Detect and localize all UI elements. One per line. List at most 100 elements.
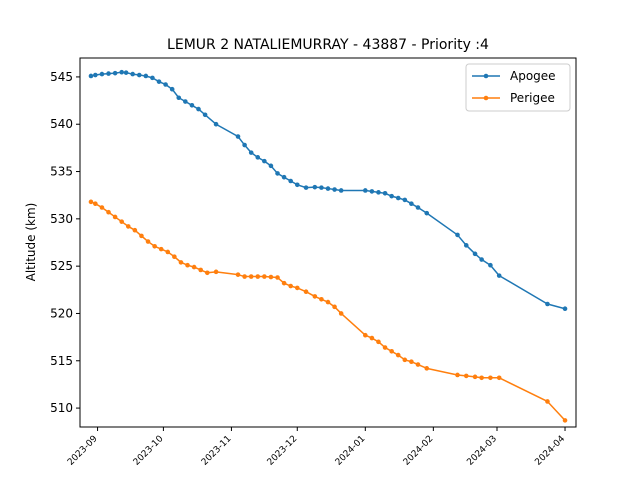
data-point-apogee <box>123 70 129 75</box>
data-point-apogee <box>176 95 182 101</box>
data-point-apogee <box>183 99 188 104</box>
data-point-apogee <box>156 79 162 84</box>
data-point-perigee <box>303 289 309 295</box>
data-point-apogee <box>288 178 293 184</box>
data-point-apogee <box>99 71 105 77</box>
data-point-apogee <box>213 121 219 127</box>
data-point-apogee <box>472 251 478 257</box>
y-axis-label: Altitude (km) <box>24 203 38 282</box>
data-point-perigee <box>268 274 274 280</box>
y-axis: 510 515 520 525 530 535 540 545 <box>50 70 80 415</box>
data-point-perigee <box>152 243 157 249</box>
data-point-perigee <box>132 227 138 233</box>
data-point-apogee <box>255 155 261 160</box>
data-point-perigee <box>139 233 144 239</box>
data-point-apogee <box>479 257 484 262</box>
data-point-perigee <box>99 205 105 210</box>
data-point-perigee <box>455 372 460 378</box>
data-point-apogee <box>281 174 287 180</box>
data-point-perigee <box>415 362 421 367</box>
data-point-apogee <box>455 232 460 238</box>
data-point-apogee <box>415 205 421 210</box>
data-point-apogee <box>150 75 155 81</box>
data-point-apogee <box>196 106 201 112</box>
data-point-perigee <box>294 285 300 291</box>
data-point-apogee <box>312 184 318 190</box>
data-point-apogee <box>389 193 394 199</box>
data-point-apogee <box>130 71 135 77</box>
legend-marker-apogee <box>483 73 489 79</box>
data-point-perigee <box>93 201 98 207</box>
data-point-apogee <box>106 71 111 76</box>
data-point-apogee <box>319 185 324 190</box>
data-point-apogee <box>402 197 408 203</box>
data-point-apogee <box>202 112 208 118</box>
data-point-perigee <box>235 272 241 277</box>
data-point-perigee <box>463 373 469 379</box>
data-point-apogee <box>248 150 254 155</box>
data-point-apogee <box>463 243 469 248</box>
legend-label-apogee: Apogee <box>510 69 556 83</box>
data-point-perigee <box>545 399 550 404</box>
data-point-perigee <box>158 246 164 252</box>
data-point-perigee <box>376 339 381 345</box>
data-point-apogee <box>325 186 331 191</box>
y-tick-label: 525 <box>50 259 73 273</box>
plot-frame <box>79 57 577 428</box>
data-point-perigee <box>382 345 388 350</box>
data-point-apogee <box>143 73 149 79</box>
data-point-apogee <box>338 188 344 193</box>
y-tick-label: 535 <box>50 165 73 179</box>
data-point-apogee <box>562 306 568 312</box>
data-point-apogee <box>376 190 381 195</box>
data-point-perigee <box>363 332 368 338</box>
data-point-perigee <box>409 359 414 365</box>
data-point-perigee <box>479 375 484 381</box>
data-point-perigee <box>248 274 254 279</box>
legend: Apogee Perigee <box>465 63 571 112</box>
data-point-perigee <box>204 270 210 276</box>
data-point-perigee <box>88 199 94 205</box>
data-point-perigee <box>338 311 344 316</box>
data-point-perigee <box>395 352 401 358</box>
data-point-apogee <box>163 82 168 87</box>
data-point-perigee <box>389 349 394 354</box>
data-point-apogee <box>189 103 195 108</box>
y-tick-label: 530 <box>50 212 73 226</box>
data-point-apogee <box>235 134 241 139</box>
data-point-perigee <box>185 262 190 268</box>
data-point-perigee <box>125 224 131 229</box>
data-point-apogee <box>363 188 368 193</box>
data-point-apogee <box>332 187 337 192</box>
data-point-perigee <box>312 294 318 299</box>
data-point-apogee <box>496 273 502 278</box>
data-point-apogee <box>395 195 401 201</box>
legend-label-perigee: Perigee <box>510 91 555 105</box>
data-point-apogee <box>424 210 430 216</box>
data-point-apogee <box>382 191 388 196</box>
data-point-perigee <box>255 274 261 279</box>
data-point-perigee <box>262 274 267 279</box>
data-point-apogee <box>119 69 124 75</box>
data-point-apogee <box>275 171 280 176</box>
data-point-perigee <box>191 264 197 270</box>
y-tick-label: 510 <box>50 401 73 415</box>
data-point-perigee <box>319 296 324 302</box>
data-point-perigee <box>332 304 337 310</box>
data-point-apogee <box>136 72 142 78</box>
data-point-perigee <box>488 375 493 381</box>
chart-title: LEMUR 2 NATALIEMURRAY - 43887 - Priority… <box>167 37 489 53</box>
data-point-perigee <box>496 375 502 381</box>
data-point-apogee <box>112 70 118 76</box>
data-point-perigee <box>281 280 287 286</box>
data-point-perigee <box>325 299 331 305</box>
data-point-perigee <box>178 260 184 265</box>
data-point-perigee <box>369 335 375 341</box>
y-tick-label: 520 <box>50 306 73 320</box>
y-tick-label: 545 <box>50 70 73 84</box>
data-point-perigee <box>562 418 568 423</box>
data-point-perigee <box>242 274 247 279</box>
data-point-apogee <box>169 86 175 92</box>
data-point-perigee <box>275 275 280 280</box>
